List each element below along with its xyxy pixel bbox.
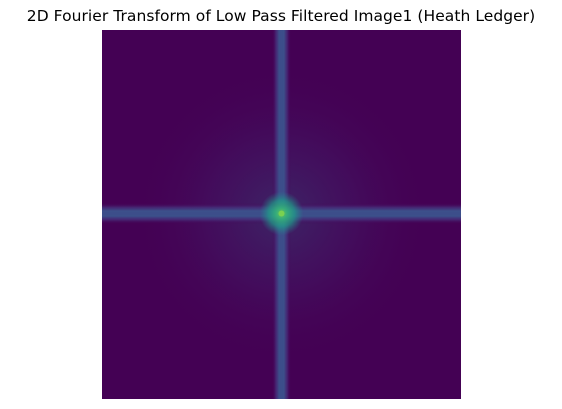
fourier-spectrum-image	[102, 30, 461, 399]
dc-peak	[278, 210, 285, 217]
spectrum-svg	[102, 30, 461, 399]
figure-title: 2D Fourier Transform of Low Pass Filtere…	[26, 7, 536, 25]
